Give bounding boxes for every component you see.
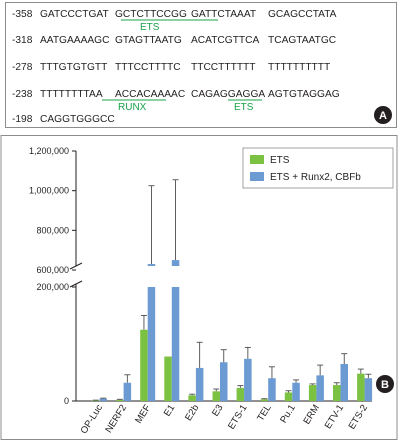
bar	[308, 385, 317, 401]
y-tick-label: 1,200,000	[29, 146, 69, 156]
x-category-label: Pu.1	[278, 403, 298, 425]
bar	[284, 392, 293, 401]
sequence-segment: ACATCGTTCA	[191, 35, 259, 46]
axis-break-mark	[69, 262, 83, 270]
bar	[123, 382, 132, 401]
bar	[92, 400, 100, 401]
x-category-label: E2b	[183, 403, 201, 423]
bar	[364, 378, 373, 401]
panel-label-badge	[376, 375, 394, 393]
x-category-label: ETS-1	[226, 403, 250, 432]
binding-site-label: ETS	[234, 102, 254, 113]
legend-swatch	[250, 172, 264, 181]
sequence-segment: TTTGTGTGTT	[40, 62, 107, 73]
bar	[140, 329, 148, 401]
legend-swatch	[250, 155, 264, 164]
y-tick-label: 1,000,000	[29, 186, 69, 196]
sequence-segment: GATCCCTGAT	[40, 9, 109, 20]
bar	[268, 378, 276, 401]
bar	[99, 398, 107, 401]
x-category-label: ERM	[301, 403, 322, 427]
bar	[116, 399, 124, 401]
sequence-segment: ACCACAAAAC	[115, 89, 185, 100]
y-tick-label: 600,000	[36, 265, 69, 275]
x-category-label: NERF2	[103, 403, 129, 435]
sequence-segment: TTTTTTTTTT	[268, 62, 330, 73]
panel-label-badge	[374, 106, 392, 124]
sequence-position: -358	[12, 9, 33, 20]
sequence-segment: GTAGTTAATG	[115, 35, 182, 46]
sequence-panel: -358 GATCCCTGAT GCTCTTCCGG GATTCTAAAT GCAGCC…	[5, 2, 397, 128]
binding-site-label: RUNX	[118, 102, 147, 113]
sequence-segment: CAGGTGGGCC	[40, 114, 115, 125]
sequence-segment: TTTCCTTTTC	[115, 62, 181, 73]
sequence-segment: CAGAGGAGGA	[191, 89, 265, 100]
bar	[333, 385, 341, 401]
bar	[260, 399, 269, 401]
sequence-figure: -358 GATCCCTGAT GCTCTTCCGG GATTCTAAAT GCAGCC…	[12, 9, 392, 125]
bar	[220, 362, 228, 401]
sequence-segment: GCAGCCTATA	[268, 9, 337, 20]
legend-label: ETS + Runx2, CBFb	[270, 172, 361, 183]
sequence-segment: TCAGTAATGC	[268, 35, 336, 46]
bar-chart-panel: 600,000 800,000 1,000,000 1,200,000 0 200,000…	[0, 135, 402, 441]
y-tick-label: 0	[64, 396, 69, 406]
bar	[244, 358, 252, 401]
panel-label-text: A	[379, 110, 387, 122]
sequence-position: -238	[12, 89, 33, 100]
bar	[316, 375, 324, 401]
bar	[147, 264, 156, 266]
sequence-segment: GCTCTTCCGG	[115, 9, 187, 20]
panel-label-text: B	[381, 379, 389, 391]
bar	[171, 260, 180, 266]
y-tick-label: 200,000	[36, 282, 69, 292]
sequence-segment: TTCCTTTTTT	[191, 62, 256, 73]
sequence-position: -198	[12, 114, 33, 125]
bar	[164, 356, 172, 401]
x-category-label: ETV-1	[323, 403, 346, 431]
y-tick-label: 800,000	[36, 225, 69, 235]
sequence-position: -318	[12, 35, 33, 46]
sequence-segment: AGTGTAGGAG	[268, 89, 340, 100]
legend-label: ETS	[270, 155, 290, 166]
legend-box	[242, 147, 394, 189]
x-category-label: TEL	[255, 403, 274, 424]
chart-frame	[0, 135, 398, 440]
bar	[357, 373, 365, 401]
x-category-label: E3	[210, 403, 225, 419]
binding-site-label: ETS	[140, 22, 160, 33]
x-category-label: E1	[162, 403, 177, 419]
bar	[195, 367, 204, 401]
bar	[188, 395, 196, 401]
sequence-position: -278	[12, 62, 33, 73]
x-category-label: MEF	[133, 403, 153, 426]
bar	[236, 387, 245, 401]
sequence-segment: AATGAAAAGC	[40, 35, 109, 46]
bar-chart: 600,000 800,000 1,000,000 1,200,000 0 200,000…	[0, 135, 398, 440]
axis-break-mark	[69, 280, 83, 288]
x-category-label: ETS-2	[347, 403, 371, 432]
bar	[292, 382, 300, 401]
sequence-segment: TTTTTTTTAA	[40, 89, 103, 100]
bar	[212, 391, 220, 401]
x-category-label: OP-Luc	[79, 403, 106, 436]
sequence-segment: GATTCTAAAT	[191, 9, 256, 20]
bar	[340, 363, 348, 401]
bar	[171, 287, 180, 401]
bar	[147, 287, 156, 401]
